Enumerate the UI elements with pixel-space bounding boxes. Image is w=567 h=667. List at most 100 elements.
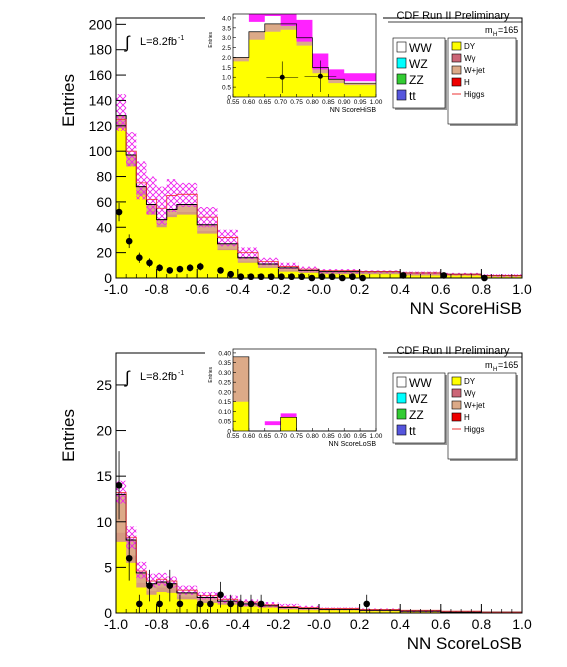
legend-swatch-dy bbox=[451, 376, 462, 386]
data-point bbox=[166, 267, 174, 274]
integral-symbol: ∫ bbox=[124, 33, 131, 52]
inset-x-tick-label: 1.00 bbox=[370, 99, 383, 106]
data-point bbox=[257, 600, 265, 608]
legend-label-wz: WZ bbox=[409, 57, 428, 71]
data-point bbox=[196, 263, 204, 270]
inset-x-tick-label: 0.90 bbox=[338, 433, 351, 440]
y-axis-label: Entries bbox=[59, 409, 78, 462]
y-tick-label: 80 bbox=[96, 169, 112, 185]
y-tick-label: 60 bbox=[96, 194, 112, 210]
inset-dy-fill bbox=[233, 29, 376, 97]
x-tick-label: 0.8 bbox=[472, 616, 492, 632]
legend-label-tt: tt bbox=[409, 424, 416, 438]
inset-y-tick-label: 0.35 bbox=[218, 360, 231, 367]
legend-swatch-tt bbox=[396, 424, 407, 436]
inset-total-outline bbox=[233, 23, 376, 84]
inset-x-tick-label: 0.70 bbox=[274, 433, 287, 440]
x-tick-label: 0.4 bbox=[390, 281, 410, 297]
y-tick-label: 20 bbox=[96, 423, 112, 439]
y-tick-label: 25 bbox=[96, 377, 112, 393]
data-point bbox=[267, 273, 275, 281]
lumi-exponent: -1 bbox=[178, 370, 184, 377]
header-text: CDF Run II Preliminary bbox=[396, 10, 510, 22]
inset-y-tick-label: 0 bbox=[227, 95, 231, 102]
legend-swatch-ww bbox=[396, 376, 407, 388]
x-tick-label: -0.0 bbox=[307, 616, 331, 632]
inset-y-tick-label: 0.10 bbox=[218, 409, 231, 416]
inset-x-tick-label: 0.85 bbox=[322, 433, 335, 440]
inset-y-tick-label: 0.40 bbox=[218, 350, 231, 357]
x-axis-label: NN ScoreHiSB bbox=[410, 299, 522, 318]
data-point bbox=[440, 272, 448, 279]
data-point bbox=[399, 272, 407, 279]
data-point bbox=[247, 273, 255, 281]
mass-subscript: H bbox=[493, 32, 497, 38]
y-tick-label: 0 bbox=[104, 270, 112, 286]
inset-frame bbox=[232, 13, 377, 98]
data-point bbox=[176, 265, 184, 273]
inset-y-tick-label: 0 bbox=[227, 429, 231, 436]
inset-x-tick-label: 0.60 bbox=[243, 99, 256, 106]
x-tick-label: 1.0 bbox=[512, 281, 532, 297]
x-tick-label: 0.2 bbox=[350, 281, 370, 297]
legend-label-higgs: Higgs bbox=[464, 425, 484, 434]
inset-x-tick-label: 0.65 bbox=[258, 433, 271, 440]
data-point bbox=[349, 273, 356, 281]
y-tick-label: 5 bbox=[104, 559, 112, 575]
lumi-exponent: -1 bbox=[178, 35, 184, 42]
data-point bbox=[186, 264, 194, 272]
integral-symbol: ∫ bbox=[124, 368, 131, 387]
inset-x-tick-label: 0.90 bbox=[338, 99, 351, 106]
y-axis-label: Entries bbox=[59, 74, 78, 127]
data-point bbox=[166, 582, 174, 589]
y-tick-label: 100 bbox=[89, 143, 113, 159]
data-point bbox=[217, 267, 224, 274]
legend-swatch-tt bbox=[396, 89, 407, 101]
legend-swatch-ww bbox=[396, 41, 407, 53]
legend-label-zz: ZZ bbox=[409, 73, 424, 87]
legend-label-h: H bbox=[464, 413, 470, 422]
x-tick-label: -1.0 bbox=[104, 281, 128, 297]
legend-swatch-wγ bbox=[451, 388, 462, 398]
hisb-chart: -1.0 -0.8 -0.6 -0.4 -0.2 -0.0 0.2 0.4 0.6 0.8 1.00… bbox=[59, 8, 532, 318]
inset-uncertainty-band bbox=[248, 14, 376, 82]
legend-right-box bbox=[447, 372, 517, 460]
inset-x-tick-label: 0.55 bbox=[227, 433, 240, 440]
inset-x-tick-label: 0.80 bbox=[306, 433, 319, 440]
data-point bbox=[146, 259, 153, 267]
y-tick-label: 140 bbox=[89, 92, 113, 108]
legend-label-higgs: Higgs bbox=[464, 90, 484, 99]
data-point bbox=[125, 237, 133, 245]
x-tick-label: 0.2 bbox=[350, 616, 370, 632]
x-tick-label: 0.8 bbox=[472, 281, 492, 297]
data-point bbox=[237, 273, 245, 281]
data-point bbox=[217, 591, 224, 599]
legend-label-ww: WW bbox=[409, 41, 432, 55]
legend-label-h: H bbox=[464, 78, 470, 87]
mass-value: =165 bbox=[498, 360, 518, 370]
x-axis-label: NN ScoreLoSB bbox=[407, 634, 522, 653]
legend-swatch-wγ bbox=[451, 53, 462, 63]
inset-y-tick-label: 2.5 bbox=[222, 45, 231, 52]
legend-label-wz: WZ bbox=[409, 392, 428, 406]
inset-x-tick-label: 0.80 bbox=[306, 99, 319, 106]
inset-x-tick-label: 0.95 bbox=[354, 433, 367, 440]
legend-label-w+jet: W+jet bbox=[464, 401, 485, 410]
x-tick-label: -0.6 bbox=[185, 616, 209, 632]
inset-y-tick-label: 1.5 bbox=[222, 65, 231, 72]
y-tick-label: 160 bbox=[89, 67, 113, 83]
inset-data-point bbox=[279, 74, 285, 80]
inset-y-tick-label: 0.30 bbox=[218, 370, 231, 377]
data-point bbox=[156, 264, 163, 272]
x-tick-label: 0.4 bbox=[390, 616, 410, 632]
legend-label-w+jet: W+jet bbox=[464, 66, 485, 75]
legend-label-ww: WW bbox=[409, 376, 432, 390]
x-tick-label: -0.4 bbox=[226, 281, 250, 297]
inset-y-tick-label: 0.15 bbox=[218, 399, 231, 406]
inset-y-tick-label: 0.5 bbox=[222, 85, 231, 92]
y-tick-label: 180 bbox=[89, 42, 113, 58]
x-tick-label: -1.0 bbox=[104, 616, 128, 632]
mass-subscript: H bbox=[493, 367, 497, 373]
x-tick-label: 0.6 bbox=[431, 616, 451, 632]
y-tick-label: 0 bbox=[104, 605, 112, 621]
